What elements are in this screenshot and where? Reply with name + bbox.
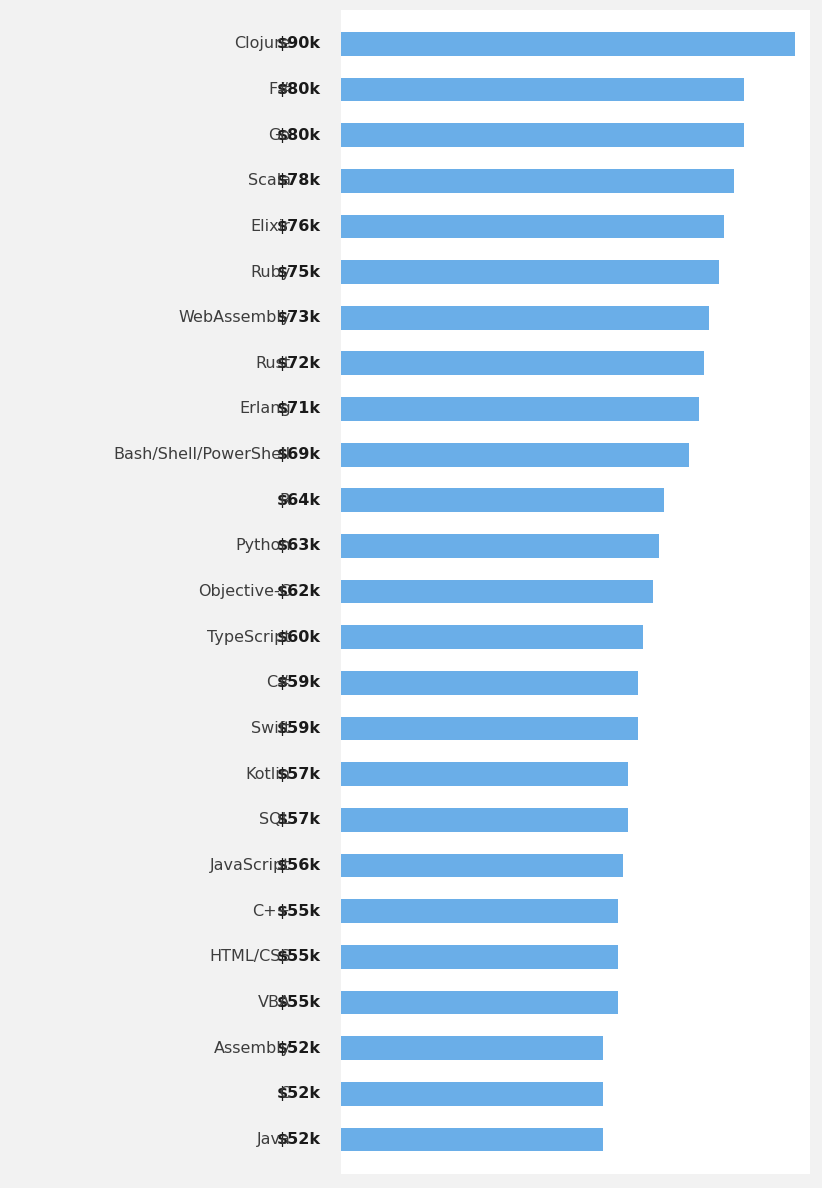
Text: $78k: $78k xyxy=(277,173,321,188)
Bar xyxy=(341,443,689,467)
Bar xyxy=(341,854,623,878)
Bar xyxy=(341,124,744,147)
Text: Rust: Rust xyxy=(256,356,291,371)
Bar xyxy=(341,32,795,56)
Bar xyxy=(341,260,719,284)
Text: Go: Go xyxy=(269,127,291,143)
Text: Bash/Shell/PowerShell: Bash/Shell/PowerShell xyxy=(113,447,291,462)
Text: $63k: $63k xyxy=(277,538,321,554)
Bar xyxy=(341,169,734,192)
Text: $69k: $69k xyxy=(277,447,321,462)
Text: Elixir: Elixir xyxy=(251,219,291,234)
Text: $52k: $52k xyxy=(277,1041,321,1056)
Bar xyxy=(341,77,744,101)
Text: $62k: $62k xyxy=(277,584,321,599)
Text: Ruby: Ruby xyxy=(251,265,291,279)
Text: WebAssembly: WebAssembly xyxy=(178,310,291,326)
Text: Kotlin: Kotlin xyxy=(246,766,291,782)
Bar xyxy=(341,671,639,695)
Text: Scala: Scala xyxy=(247,173,291,188)
Bar xyxy=(341,580,653,604)
Bar xyxy=(341,1036,603,1060)
Bar xyxy=(341,352,704,375)
Text: C++: C++ xyxy=(252,904,291,918)
Text: F#: F# xyxy=(268,82,291,97)
Text: Java: Java xyxy=(256,1132,291,1146)
Text: Python: Python xyxy=(235,538,291,554)
Text: $64k: $64k xyxy=(277,493,321,507)
Text: Assembly: Assembly xyxy=(214,1041,291,1056)
Bar xyxy=(341,1127,603,1151)
Text: $57k: $57k xyxy=(277,766,321,782)
Text: $55k: $55k xyxy=(277,904,321,918)
Text: $59k: $59k xyxy=(277,676,321,690)
Bar xyxy=(341,991,618,1015)
Bar xyxy=(341,215,724,239)
Bar xyxy=(341,535,658,558)
Text: $73k: $73k xyxy=(277,310,321,326)
Bar xyxy=(341,763,628,786)
Text: Swift: Swift xyxy=(252,721,291,737)
Text: $80k: $80k xyxy=(277,127,321,143)
Text: $80k: $80k xyxy=(277,82,321,97)
Text: $57k: $57k xyxy=(277,813,321,827)
Text: $59k: $59k xyxy=(277,721,321,737)
Text: $75k: $75k xyxy=(277,265,321,279)
Text: $52k: $52k xyxy=(277,1086,321,1101)
Text: $55k: $55k xyxy=(277,996,321,1010)
Text: $60k: $60k xyxy=(277,630,321,645)
Bar xyxy=(341,397,699,421)
Text: TypeScript: TypeScript xyxy=(207,630,291,645)
Text: Objective-C: Objective-C xyxy=(198,584,291,599)
Bar xyxy=(341,305,709,329)
Bar xyxy=(341,899,618,923)
Bar xyxy=(341,1082,603,1106)
Text: $71k: $71k xyxy=(277,402,321,417)
Bar xyxy=(341,808,628,832)
Text: C: C xyxy=(279,1086,291,1101)
Text: VBA: VBA xyxy=(258,996,291,1010)
Text: $55k: $55k xyxy=(277,949,321,965)
Text: JavaScript: JavaScript xyxy=(210,858,291,873)
Text: C#: C# xyxy=(266,676,291,690)
Text: $52k: $52k xyxy=(277,1132,321,1146)
Bar xyxy=(341,625,644,649)
Bar xyxy=(341,716,639,740)
Text: HTML/CSS: HTML/CSS xyxy=(210,949,291,965)
Text: R: R xyxy=(279,493,291,507)
Text: $90k: $90k xyxy=(277,37,321,51)
Text: $76k: $76k xyxy=(277,219,321,234)
Text: $72k: $72k xyxy=(277,356,321,371)
Text: SQL: SQL xyxy=(259,813,291,827)
Text: Erlang: Erlang xyxy=(239,402,291,417)
Text: $56k: $56k xyxy=(277,858,321,873)
Bar xyxy=(341,488,663,512)
Bar xyxy=(341,944,618,968)
Text: Clojure: Clojure xyxy=(234,37,291,51)
